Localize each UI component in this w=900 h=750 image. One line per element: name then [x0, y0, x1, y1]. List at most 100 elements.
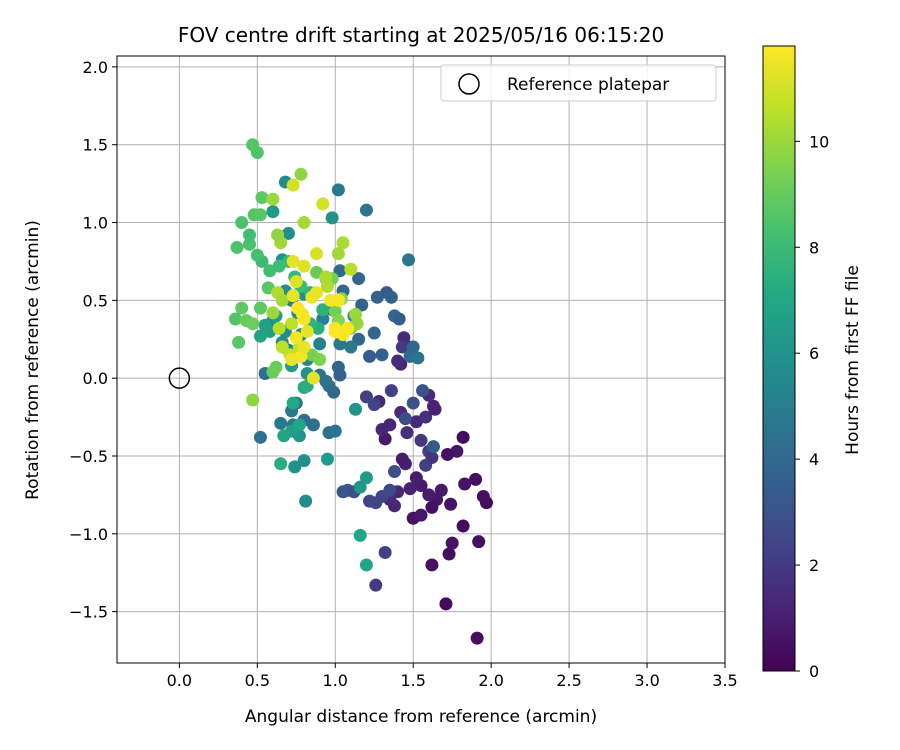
scatter-point — [313, 337, 327, 351]
scatter-point — [319, 374, 333, 388]
scatter-point — [235, 216, 249, 230]
scatter-point — [383, 483, 397, 497]
y-tick-label: 1.5 — [83, 136, 108, 155]
y-tick-label: 0.5 — [83, 291, 108, 310]
scatter-point — [250, 248, 264, 262]
scatter-point — [297, 259, 311, 273]
scatter-point — [359, 558, 373, 572]
scatter-point — [409, 471, 423, 485]
scatter-point — [441, 447, 455, 461]
scatter-point — [363, 349, 377, 363]
chart-title: FOV centre drift starting at 2025/05/16 … — [178, 23, 664, 47]
scatter-point — [255, 191, 269, 205]
scatter-point — [316, 303, 330, 317]
scatter-point — [406, 340, 420, 354]
colorbar-gradient — [762, 45, 796, 672]
scatter-point — [253, 329, 267, 343]
scatter-point — [281, 226, 295, 240]
scatter-point — [266, 306, 280, 320]
scatter-point — [414, 508, 428, 522]
scatter-point — [331, 293, 345, 307]
scatter-point — [271, 228, 285, 242]
scatter-point — [458, 477, 472, 491]
scatter-point — [414, 433, 428, 447]
x-tick-label: 0.5 — [245, 671, 270, 690]
scatter-point — [297, 340, 311, 354]
scatter-point — [294, 167, 308, 181]
x-axis-label: Angular distance from reference (arcmin) — [245, 707, 597, 727]
scatter-point — [253, 430, 267, 444]
scatter-point — [286, 254, 300, 268]
scatter-point — [246, 317, 260, 331]
scatter-point — [272, 321, 286, 335]
scatter-point — [243, 237, 257, 251]
scatter-point — [310, 247, 324, 261]
scatter-point — [277, 429, 291, 443]
scatter-point — [387, 465, 401, 479]
scatter-point — [349, 402, 363, 416]
y-tick-label: 1.0 — [83, 214, 108, 233]
legend: Reference platepar — [440, 64, 717, 102]
scatter-point — [286, 178, 300, 192]
x-tick-label: 1.0 — [323, 671, 348, 690]
scatter-point — [263, 264, 277, 278]
scatter-point — [331, 247, 345, 261]
colorbar-tick-label: 0 — [809, 662, 819, 681]
scatter-point — [341, 321, 355, 335]
scatter-point — [246, 138, 260, 152]
scatter-point — [246, 393, 260, 407]
scatter-point — [328, 324, 342, 338]
scatter-point — [235, 301, 249, 315]
scatter-point — [275, 340, 289, 354]
scatter-point — [333, 368, 347, 382]
scatter-point — [403, 482, 417, 496]
scatter-point — [456, 519, 470, 533]
legend-box — [440, 64, 717, 102]
colorbar-tick-label: 6 — [809, 344, 819, 363]
x-axis-ticks: 0.0 0.5 1.0 1.5 2.0 2.5 3.0 3.5 — [167, 663, 738, 690]
scatter-point — [299, 494, 313, 508]
x-tick-label: 3.5 — [712, 671, 737, 690]
scatter-point — [476, 489, 490, 503]
x-tick-label: 3.0 — [634, 671, 659, 690]
legend-marker — [458, 73, 480, 95]
scatter-point — [378, 545, 392, 559]
scatter-point — [444, 497, 458, 511]
scatter-point — [300, 324, 314, 338]
scatter-point — [369, 578, 383, 592]
scatter-point — [313, 353, 327, 366]
scatter-point — [228, 312, 242, 326]
scatter-point — [398, 412, 412, 426]
scatter-point — [419, 410, 433, 424]
scatter-point — [258, 318, 272, 332]
colorbar-tick-label: 8 — [809, 238, 819, 257]
scatter-point — [395, 340, 409, 354]
scatter-point — [232, 335, 246, 349]
scatter-point — [297, 312, 311, 326]
scatter-point — [336, 236, 350, 250]
colorbar-ticks: 0 2 4 6 8 10 — [795, 132, 829, 681]
scatter-point — [367, 326, 381, 340]
y-tick-label: −1.0 — [69, 525, 108, 544]
scatter-point — [400, 426, 414, 440]
scatter-point — [384, 290, 398, 304]
scatter-point — [320, 279, 334, 293]
scatter-point — [384, 384, 398, 398]
scatter-point — [316, 197, 330, 211]
scatter-point — [266, 205, 280, 219]
scatter-point — [327, 385, 341, 399]
scatter-point — [274, 457, 288, 471]
scatter-point — [285, 317, 299, 331]
scatter-point — [297, 454, 311, 468]
scatter-point — [285, 353, 299, 366]
scatter-point — [353, 528, 367, 542]
scatter-point — [359, 471, 373, 485]
scatter-point — [352, 272, 366, 286]
scatter-point — [442, 547, 456, 561]
plot-frame — [116, 55, 726, 664]
scatter-point — [253, 208, 267, 222]
y-tick-label: −0.5 — [69, 447, 108, 466]
scatter-point — [275, 293, 289, 307]
scatter-point — [367, 398, 381, 412]
y-tick-label: 0.0 — [83, 369, 108, 388]
